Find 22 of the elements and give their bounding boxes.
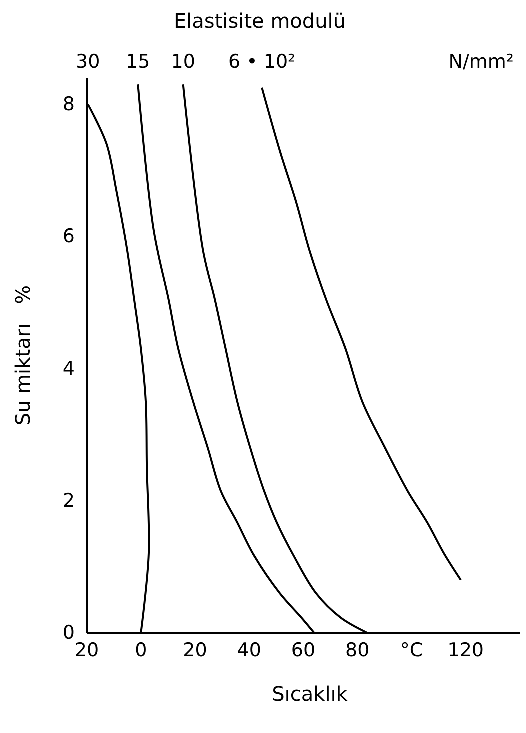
- series-label: 15: [126, 51, 150, 73]
- series-label: 10: [171, 51, 196, 73]
- chart-title: Elastisite modulü: [174, 9, 346, 33]
- y-tick-label: 4: [62, 358, 75, 380]
- y-tick-label: 8: [62, 94, 75, 116]
- y-tick-label: 6: [62, 226, 75, 248]
- y-axis-title: Su miktarı %: [11, 285, 35, 426]
- x-tick-label: °C: [400, 639, 424, 662]
- series-label: 30: [76, 51, 100, 73]
- x-axis-title: Sıcaklık: [272, 682, 348, 706]
- series-label: 6 • 10²: [228, 51, 296, 73]
- y-tick-label: 0: [62, 622, 75, 644]
- y-tick-label: 2: [62, 490, 75, 512]
- x-tick-label: 80: [346, 639, 370, 662]
- text: N/mm²: [448, 51, 514, 73]
- x-tick-label: 0: [135, 639, 148, 662]
- x-tick-label: 20: [74, 639, 100, 662]
- x-tick-label: 60: [291, 639, 316, 662]
- x-tick-label: 40: [237, 639, 262, 662]
- x-tick-label: 120: [448, 639, 484, 662]
- line-series: [261, 86, 462, 582]
- x-tick-label: 20: [183, 639, 208, 662]
